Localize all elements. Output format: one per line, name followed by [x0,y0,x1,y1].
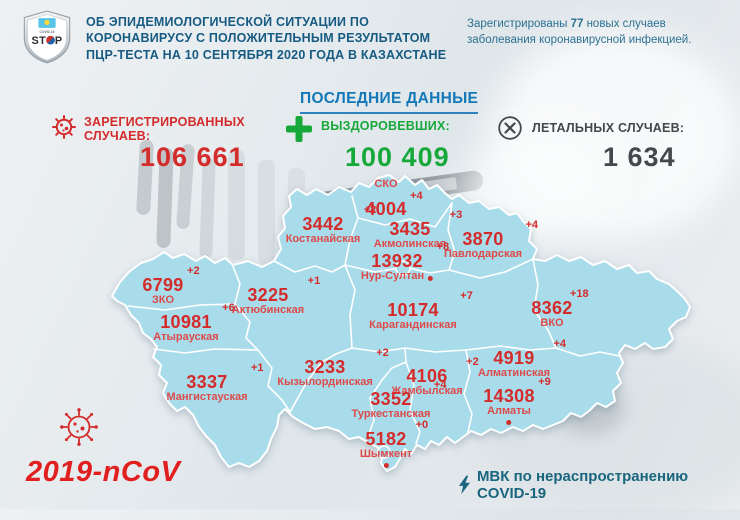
region-value: 5182 [365,428,407,449]
map-region-nur-sultan: +8 13932 Нур-Султан [360,241,449,283]
region-delta: +4 [433,379,447,391]
latest-data-heading: ПОСЛЕДНИЕ ДАННЫЕ [300,90,479,114]
map-region-turkestan: +4 3352 Туркестанская [351,379,447,421]
region-delta: +18 [569,288,589,300]
region-value: 10174 [387,299,439,320]
virus-outline-icon [56,404,102,455]
map-region-kyzylorda: +2 3233 Кызылординская [277,347,389,389]
city-marker [506,419,512,425]
region-name: СКО [374,178,398,190]
registered-label-line1: ЗАРЕГИСТРИРОВАННЫХ [84,115,245,129]
region-name: ЗКО [151,294,175,307]
region-delta: +2 [363,204,377,216]
map-region-zko: +2 6799 ЗКО [142,265,199,307]
region-value: 3233 [304,356,346,377]
region-delta: +8 [436,241,450,253]
registered-cases-label: ЗАРЕГИСТРИРОВАННЫХ СЛУЧАЕВ: [84,115,245,144]
region-value: 3435 [389,218,431,239]
region-name: Атырауская [153,331,219,344]
region-name: Нур-Султан [360,270,425,283]
region-name: Туркестанская [351,408,431,421]
note-count: 77 [570,18,584,30]
region-name: Актюбинская [231,304,305,317]
map-region-karaganda: +7 10174 Карагандинская [369,290,473,332]
region-name: Акмолинская [373,238,447,251]
virus-icon [50,113,78,146]
ncov-label: 2019-nCoV [26,456,181,488]
region-value: 4004 [365,199,407,220]
region-name: Алматы [487,405,531,418]
region-delta: +1 [307,275,321,287]
region-value: 3442 [302,213,344,234]
region-delta: +7 [460,290,473,302]
crossed-circle-icon [497,115,523,146]
region-name: Карагандинская [369,319,457,332]
shymkent-enclave [377,445,391,459]
region-delta: +6 [222,302,235,314]
region-value: 6799 [142,274,184,295]
nur-sultan-enclave [395,260,411,276]
map-region-vko: +18 8362 ВКО [531,288,588,330]
region-value: 13932 [371,250,423,271]
registered-label-line2: СЛУЧАЕВ: [84,129,151,144]
page-title: ОБ ЭПИДЕМИОЛОГИЧЕСКОЙ СИТУАЦИИ ПО КОРОНА… [86,14,466,63]
region-delta: +4 [553,338,566,350]
region-delta: +0 [415,419,429,431]
region-value: 4919 [493,347,535,368]
recovered-label: ВЫЗДОРОВЕВШИХ: [321,119,450,133]
region-value: 3870 [462,228,504,249]
region-value: 3352 [370,388,412,409]
map-region-zhambyl: +2 4106 Жамбылская [391,356,478,398]
region-name: Павлодарская [443,248,523,261]
map-region-almaty-city: +9 14308 Алматы [483,376,551,425]
region-delta: +9 [538,376,551,388]
region-name: Кызылординская [277,376,373,389]
region-value: 8362 [531,297,573,318]
title-line: ПЦР-ТЕСТА НА 10 СЕНТЯБРЯ 2020 ГОДА В КАЗ… [86,47,447,62]
map-region-aktobe: +1 3225 Актюбинская [231,275,320,317]
new-cases-note: Зарегистрированы 77 новых случаев заболе… [467,16,729,48]
region-name: Жамбылская [391,385,463,398]
region-delta: +2 [376,347,389,359]
lethal-label: ЛЕТАЛЬНЫХ СЛУЧАЕВ: [532,121,685,135]
map-region-sko: +4 4004 СКО [365,178,422,220]
logo-covid-label: COVID-19 [40,30,55,34]
stop-covid-logo: COVID-19 STOP [20,10,74,69]
map-region-almaty-region: +4 4919 Алматинская [478,338,566,380]
committee-label: МВК по нераспространению COVID-19 [476,468,689,502]
region-name: Мангистауская [166,391,248,404]
region-delta: +4 [410,189,423,202]
city-marker [428,275,434,281]
region-value: 3225 [247,284,289,305]
lethal-value: 1 634 [603,142,676,172]
title-line: КОРОНАВИРУСУ С ПОЛОЖИТЕЛЬНЫМ РЕЗУЛЬТАТОМ [86,31,431,46]
region-name: ВКО [540,317,564,330]
plus-icon [283,113,315,150]
map-region-kostanay: +2 3442 Костанайская [285,204,377,246]
region-delta: +1 [250,362,264,374]
region-value: 10981 [160,311,212,332]
recovered-value: 100 409 [345,142,450,172]
map-region-pavlodar: +4 3870 Павлодарская [443,219,538,261]
map-region-mangystau: +1 3337 Мангистауская [166,362,263,404]
region-delta: +4 [525,219,539,231]
region-delta: +2 [466,356,479,368]
region-delta: +2 [187,265,200,277]
region-value: 14308 [483,385,535,406]
note-prefix: Зарегистрированы [467,18,571,30]
region-name: Костанайская [285,233,361,246]
lightning-icon [458,475,471,495]
registered-cases-value: 106 661 [140,142,245,172]
city-marker [383,462,389,468]
map-region-shymkent: +0 5182 Шымкент [359,419,428,468]
title-line: ОБ ЭПИДЕМИОЛОГИЧЕСКОЙ СИТУАЦИИ ПО [86,15,370,29]
map-region-atyrau: +6 10981 Атырауская [153,302,234,344]
region-value: 4106 [406,365,448,386]
region-name: Шымкент [359,448,413,461]
region-value: 3337 [186,371,228,392]
committee-banner: МВК по нераспространению COVID-19 [458,468,740,502]
